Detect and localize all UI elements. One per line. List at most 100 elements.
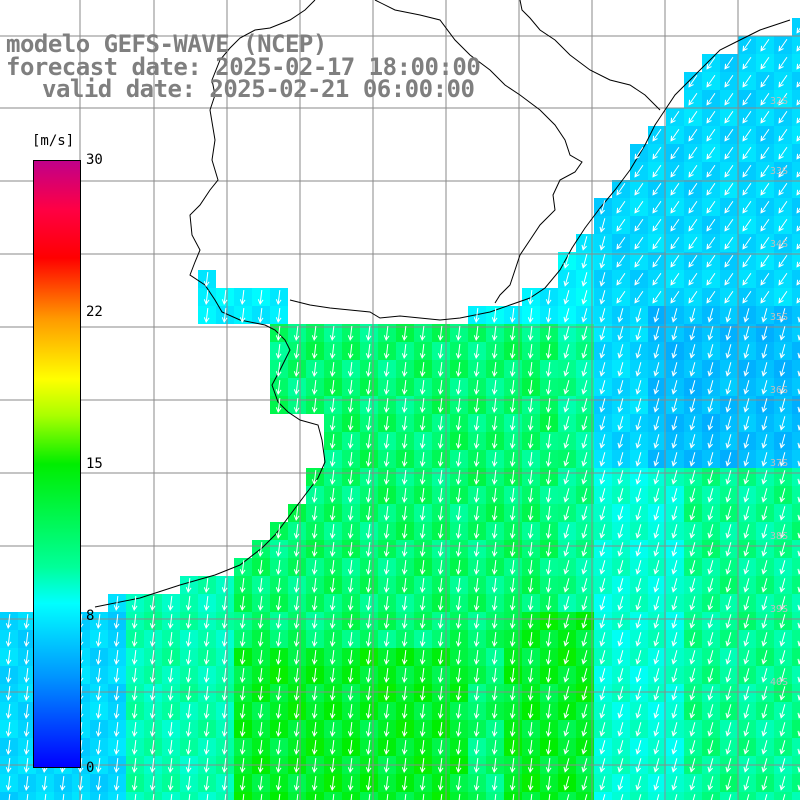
- wind-vector-arrow: [167, 775, 174, 791]
- wind-vector-arrow: [419, 739, 426, 755]
- wind-vector-arrow: [275, 559, 282, 575]
- wind-vector-arrow: [779, 740, 786, 755]
- wind-vector-arrow: [23, 757, 30, 773]
- wind-vector-arrow: [599, 326, 606, 341]
- wind-speed-field: [0, 18, 800, 800]
- wind-vector-arrow: [527, 487, 534, 503]
- wind-vector-arrow: [617, 470, 624, 485]
- wind-vector-arrow: [95, 685, 102, 701]
- wind-vector-arrow: [185, 577, 192, 593]
- wind-vector-arrow: [311, 631, 318, 647]
- wind-vector-arrow: [707, 470, 714, 485]
- wind-vector-arrow: [581, 470, 588, 485]
- wind-vector-arrow: [779, 686, 786, 701]
- wind-vector-arrow: [257, 307, 264, 323]
- wind-vector-arrow: [419, 595, 426, 611]
- wind-vector-arrow: [80, 793, 83, 800]
- wind-vector-arrow: [257, 739, 264, 755]
- wind-vector-arrow: [437, 757, 444, 773]
- wind-vector-arrow: [671, 614, 678, 629]
- wind-vector-arrow: [581, 272, 588, 287]
- wind-vector-arrow: [689, 434, 696, 449]
- wind-vector-arrow: [545, 451, 552, 467]
- wind-vector-arrow: [95, 649, 102, 665]
- wind-vector-arrow: [311, 379, 318, 395]
- wind-vector-arrow: [599, 272, 606, 287]
- wind-vector-arrow: [725, 614, 732, 629]
- wind-vector-arrow: [617, 668, 624, 683]
- wind-vector-arrow: [131, 613, 138, 629]
- wind-speed-cell: [684, 792, 702, 800]
- wind-vector-arrow: [725, 560, 732, 575]
- model-title: modelo GEFS-WAVE (NCEP): [6, 30, 327, 58]
- wind-vector-arrow: [725, 470, 732, 485]
- wind-vector-arrow: [761, 416, 768, 431]
- wind-speed-cell: [792, 702, 800, 720]
- wind-vector-arrow: [635, 740, 642, 755]
- wind-vector-arrow: [419, 523, 426, 539]
- wind-vector-arrow: [599, 290, 606, 305]
- wind-vector-arrow: [437, 505, 444, 521]
- wind-vector-arrow: [437, 523, 444, 539]
- wind-vector-arrow: [509, 721, 516, 737]
- wind-vector-arrow: [473, 523, 480, 539]
- wind-vector-arrow: [365, 631, 372, 647]
- wind-vector-arrow: [707, 524, 714, 539]
- wind-vector-arrow: [796, 45, 800, 52]
- wind-vector-arrow: [509, 433, 516, 449]
- wind-vector-arrow: [545, 487, 552, 503]
- wind-vector-arrow: [113, 775, 120, 791]
- wind-vector-arrow: [635, 722, 642, 737]
- wind-vector-arrow: [707, 416, 714, 431]
- wind-vector-arrow: [329, 505, 336, 521]
- wind-vector-arrow: [473, 361, 480, 377]
- lat-label: 36S: [770, 385, 789, 396]
- wind-vector-arrow: [473, 343, 480, 359]
- wind-vector-arrow: [419, 451, 426, 467]
- wind-vector-arrow: [41, 775, 48, 791]
- wind-vector-arrow: [476, 793, 479, 800]
- wind-vector-arrow: [527, 595, 534, 611]
- wind-vector-arrow: [779, 308, 786, 323]
- wind-vector-arrow: [545, 361, 552, 377]
- wind-vector-arrow: [742, 200, 752, 214]
- wind-vector-arrow: [203, 271, 210, 287]
- wind-vector-arrow: [437, 667, 444, 683]
- wind-vector-arrow: [725, 344, 732, 359]
- wind-vector-arrow: [761, 614, 768, 629]
- wind-vector-arrow: [689, 614, 696, 629]
- wind-vector-arrow: [239, 739, 246, 755]
- wind-vector-arrow: [203, 685, 210, 701]
- wind-vector-arrow: [437, 703, 444, 719]
- wind-vector-arrow: [347, 631, 354, 647]
- wind-vector-arrow: [5, 757, 12, 773]
- wind-vector-arrow: [152, 793, 155, 800]
- wind-vector-arrow: [383, 631, 390, 647]
- wind-vector-arrow: [419, 559, 426, 575]
- wind-vector-arrow: [491, 523, 498, 539]
- wind-vector-arrow: [688, 182, 698, 196]
- wind-vector-arrow: [707, 326, 714, 341]
- wind-vector-arrow: [527, 433, 534, 449]
- wind-vector-arrow: [635, 524, 642, 539]
- wind-vector-arrow: [707, 614, 714, 629]
- wind-vector-arrow: [131, 667, 138, 683]
- wind-vector-arrow: [653, 416, 660, 431]
- wind-vector-arrow: [581, 362, 588, 377]
- wind-vector-arrow: [527, 307, 534, 323]
- wind-vector-arrow: [239, 289, 246, 305]
- wind-vector-arrow: [725, 722, 732, 737]
- wind-vector-arrow: [563, 452, 570, 467]
- wind-vector-arrow: [581, 308, 588, 323]
- wind-speed-cell: [324, 792, 342, 800]
- wind-vector-arrow: [638, 794, 642, 800]
- wind-speed-cell: [594, 792, 612, 800]
- wind-vector-arrow: [329, 667, 336, 683]
- wind-vector-arrow: [293, 343, 300, 359]
- wind-vector-arrow: [491, 505, 498, 521]
- wind-vector-arrow: [652, 128, 662, 142]
- wind-vector-arrow: [760, 236, 770, 250]
- wind-vector-arrow: [419, 577, 426, 593]
- wind-vector-arrow: [329, 721, 336, 737]
